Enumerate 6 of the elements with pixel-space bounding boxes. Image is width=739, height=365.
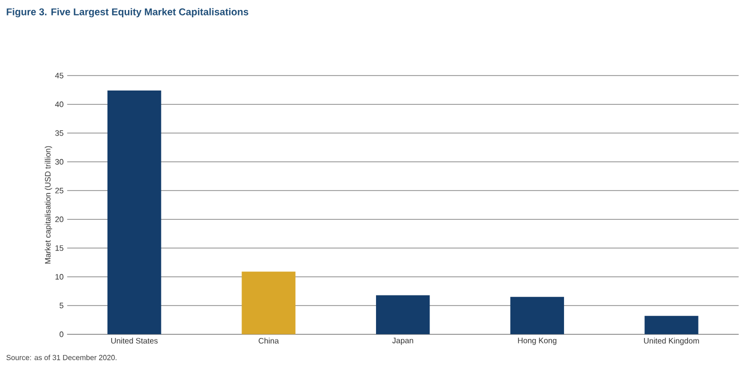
bar [376, 295, 430, 334]
bar [644, 316, 698, 334]
bar [510, 296, 564, 334]
chart-title: Figure 3. Five Largest Equity Market Capitalisations [6, 8, 248, 18]
bar [107, 90, 162, 334]
bar [242, 271, 296, 334]
